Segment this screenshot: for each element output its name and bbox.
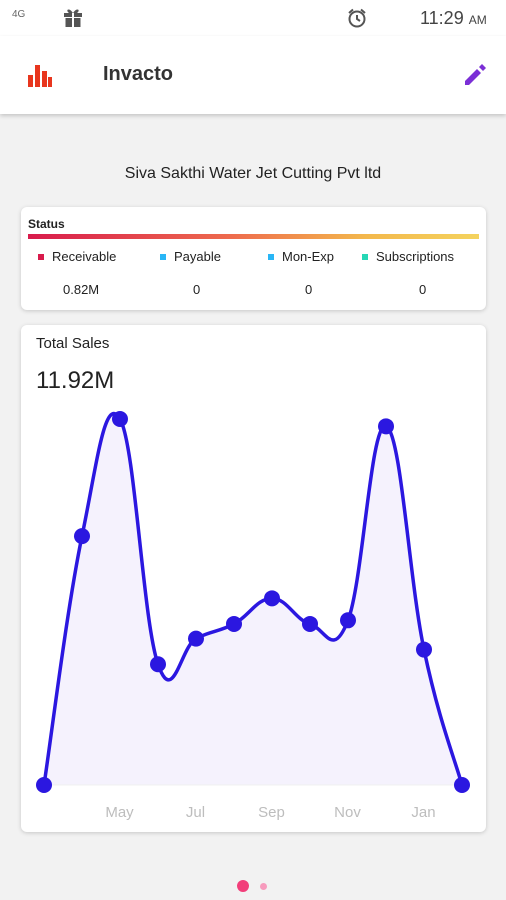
payable-marker bbox=[160, 253, 166, 260]
sales-chart[interactable]: May Jul Sep Nov Jan bbox=[21, 325, 486, 832]
sales-line bbox=[42, 411, 464, 786]
network-indicator: 4G bbox=[12, 9, 26, 20]
receivable-marker bbox=[38, 253, 44, 260]
sales-total: 11.92M bbox=[36, 367, 115, 394]
pencil-icon[interactable] bbox=[460, 60, 490, 90]
status-item-receivable[interactable]: Receivable 0.82M bbox=[21, 249, 149, 297]
sales-title: Total Sales bbox=[36, 335, 110, 352]
status-item-payable[interactable]: Payable 0 bbox=[149, 249, 257, 297]
data-point-6[interactable] bbox=[264, 590, 280, 607]
sales-card: May Jul Sep Nov Jan Total Sales 11.92M bbox=[21, 325, 486, 832]
x-tick-label: Sep bbox=[258, 804, 285, 821]
data-point-9[interactable] bbox=[378, 418, 394, 435]
alarm-icon bbox=[348, 8, 366, 28]
status-item-subscriptions[interactable]: Subscriptions 0 bbox=[357, 249, 486, 297]
data-point-11[interactable] bbox=[454, 777, 470, 793]
mon-exp-label: Mon-Exp bbox=[282, 249, 335, 264]
pager-dot[interactable] bbox=[260, 883, 267, 890]
data-point-2[interactable] bbox=[112, 411, 128, 427]
mon-exp-marker bbox=[268, 253, 274, 260]
subscriptions-value: 0 bbox=[419, 282, 427, 297]
app-bar: Invacto bbox=[0, 36, 506, 114]
data-point-3[interactable] bbox=[150, 656, 166, 673]
x-tick-label: Nov bbox=[334, 804, 361, 821]
clock-text: 11:29 AM bbox=[420, 8, 487, 28]
sales-area-fill bbox=[44, 413, 462, 785]
pager-dot-active[interactable] bbox=[237, 880, 249, 892]
subscriptions-marker bbox=[362, 253, 368, 260]
receivable-label: Receivable bbox=[52, 249, 117, 264]
company-name: Siva Sakthi Water Jet Cutting Pvt ltd bbox=[124, 165, 382, 182]
status-title: Status bbox=[28, 217, 65, 231]
data-point-5[interactable] bbox=[226, 615, 242, 632]
status-legend: Receivable 0.82M Payable 0 Mon-Exp 0 Sub… bbox=[21, 249, 486, 297]
data-point-1[interactable] bbox=[74, 528, 90, 545]
bar-chart-icon bbox=[28, 65, 52, 87]
app-title: Invacto bbox=[103, 63, 174, 85]
data-point-8[interactable] bbox=[340, 612, 356, 629]
mon-exp-value: 0 bbox=[305, 282, 313, 297]
data-point-7[interactable] bbox=[302, 615, 318, 632]
data-point-4[interactable] bbox=[188, 630, 204, 647]
status-card: Status Receivable 0.82M Payable 0 Mon-Ex… bbox=[21, 207, 486, 310]
status-item-mon-exp[interactable]: Mon-Exp 0 bbox=[257, 249, 357, 297]
subscriptions-label: Subscriptions bbox=[376, 249, 455, 264]
data-point-10[interactable] bbox=[416, 641, 432, 658]
x-tick-label: Jan bbox=[411, 804, 435, 821]
x-tick-label: Jul bbox=[186, 804, 205, 821]
payable-value: 0 bbox=[193, 282, 201, 297]
gift-icon bbox=[64, 9, 82, 27]
receivable-value: 0.82M bbox=[63, 282, 100, 297]
status-gradient-bar bbox=[28, 234, 479, 239]
x-tick-label: May bbox=[105, 804, 134, 821]
status-bar: 4G 11:29 AM bbox=[0, 0, 506, 36]
data-point-0[interactable] bbox=[36, 777, 52, 793]
payable-label: Payable bbox=[174, 249, 221, 264]
